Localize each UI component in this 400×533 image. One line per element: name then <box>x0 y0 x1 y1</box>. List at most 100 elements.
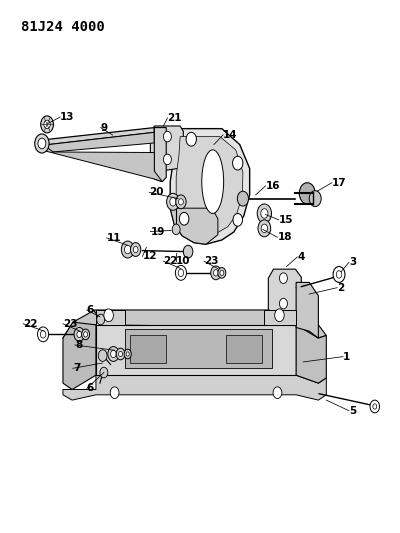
Circle shape <box>179 213 189 225</box>
Circle shape <box>124 245 131 254</box>
Polygon shape <box>226 335 262 363</box>
Circle shape <box>186 132 196 146</box>
Circle shape <box>111 350 116 358</box>
Circle shape <box>280 298 287 309</box>
Circle shape <box>98 350 107 361</box>
Circle shape <box>133 246 138 253</box>
Polygon shape <box>130 335 166 363</box>
Circle shape <box>309 191 321 207</box>
Polygon shape <box>176 136 243 236</box>
Circle shape <box>220 270 224 276</box>
Polygon shape <box>264 310 296 325</box>
Text: 23: 23 <box>63 319 78 329</box>
Text: 21: 21 <box>168 113 182 123</box>
Text: 6: 6 <box>87 305 94 315</box>
Text: 19: 19 <box>150 227 165 237</box>
Text: 10: 10 <box>176 256 191 266</box>
Text: 7: 7 <box>73 364 80 373</box>
Circle shape <box>214 270 218 276</box>
Circle shape <box>233 214 242 226</box>
Circle shape <box>261 209 268 218</box>
Circle shape <box>118 351 122 357</box>
Polygon shape <box>96 310 124 325</box>
Text: 3: 3 <box>349 257 356 267</box>
Circle shape <box>273 387 282 399</box>
Text: 18: 18 <box>278 232 292 243</box>
Text: 23: 23 <box>204 256 218 266</box>
Circle shape <box>178 269 184 277</box>
Text: 81J24 4000: 81J24 4000 <box>21 20 105 34</box>
Circle shape <box>258 220 271 237</box>
Circle shape <box>336 271 342 278</box>
Circle shape <box>232 156 243 170</box>
Polygon shape <box>150 126 183 172</box>
Circle shape <box>172 224 180 235</box>
Circle shape <box>38 327 49 342</box>
Circle shape <box>130 243 141 256</box>
Circle shape <box>261 224 268 232</box>
Circle shape <box>280 273 287 284</box>
Polygon shape <box>268 269 301 317</box>
Circle shape <box>108 346 119 361</box>
Circle shape <box>167 193 179 211</box>
Text: 1: 1 <box>343 352 350 361</box>
Circle shape <box>176 195 186 209</box>
Text: 15: 15 <box>279 215 293 225</box>
Circle shape <box>35 134 49 153</box>
Circle shape <box>164 131 172 142</box>
Circle shape <box>257 204 272 223</box>
Text: 4: 4 <box>297 252 305 262</box>
Polygon shape <box>39 127 154 145</box>
Polygon shape <box>63 322 96 390</box>
Circle shape <box>97 314 105 325</box>
Circle shape <box>82 329 90 340</box>
Text: 16: 16 <box>266 181 280 191</box>
Circle shape <box>175 265 186 280</box>
Circle shape <box>373 404 377 409</box>
Polygon shape <box>96 325 296 375</box>
Text: 5: 5 <box>349 406 356 416</box>
Circle shape <box>41 116 54 133</box>
Text: 13: 13 <box>60 112 75 122</box>
Circle shape <box>237 191 248 206</box>
Circle shape <box>38 138 46 149</box>
Circle shape <box>116 348 125 360</box>
Text: 12: 12 <box>142 252 157 261</box>
Circle shape <box>170 198 176 206</box>
Polygon shape <box>296 325 326 383</box>
Text: 14: 14 <box>223 130 238 140</box>
Polygon shape <box>170 208 218 244</box>
Circle shape <box>299 183 315 204</box>
Text: 22: 22 <box>23 319 38 329</box>
Polygon shape <box>63 375 326 400</box>
Circle shape <box>74 327 84 341</box>
Text: 11: 11 <box>107 233 121 243</box>
Polygon shape <box>170 128 250 244</box>
Circle shape <box>370 400 380 413</box>
Polygon shape <box>63 310 326 342</box>
Circle shape <box>121 241 134 258</box>
Circle shape <box>164 154 172 165</box>
Circle shape <box>211 266 221 280</box>
Text: 6: 6 <box>87 383 94 393</box>
Polygon shape <box>124 329 272 368</box>
Circle shape <box>178 199 183 205</box>
Circle shape <box>104 309 114 321</box>
Circle shape <box>110 387 119 399</box>
Circle shape <box>84 332 88 337</box>
Circle shape <box>124 349 131 359</box>
Text: 22: 22 <box>164 256 178 266</box>
Text: 20: 20 <box>149 187 164 197</box>
Polygon shape <box>44 132 154 152</box>
Polygon shape <box>154 127 166 182</box>
Polygon shape <box>44 145 162 182</box>
Text: 17: 17 <box>332 177 346 188</box>
Polygon shape <box>296 282 318 338</box>
Text: 8: 8 <box>75 340 82 350</box>
Text: 2: 2 <box>337 282 344 293</box>
Circle shape <box>218 268 226 278</box>
Circle shape <box>100 367 108 378</box>
Circle shape <box>40 330 46 338</box>
Circle shape <box>77 331 82 337</box>
Circle shape <box>275 309 284 321</box>
